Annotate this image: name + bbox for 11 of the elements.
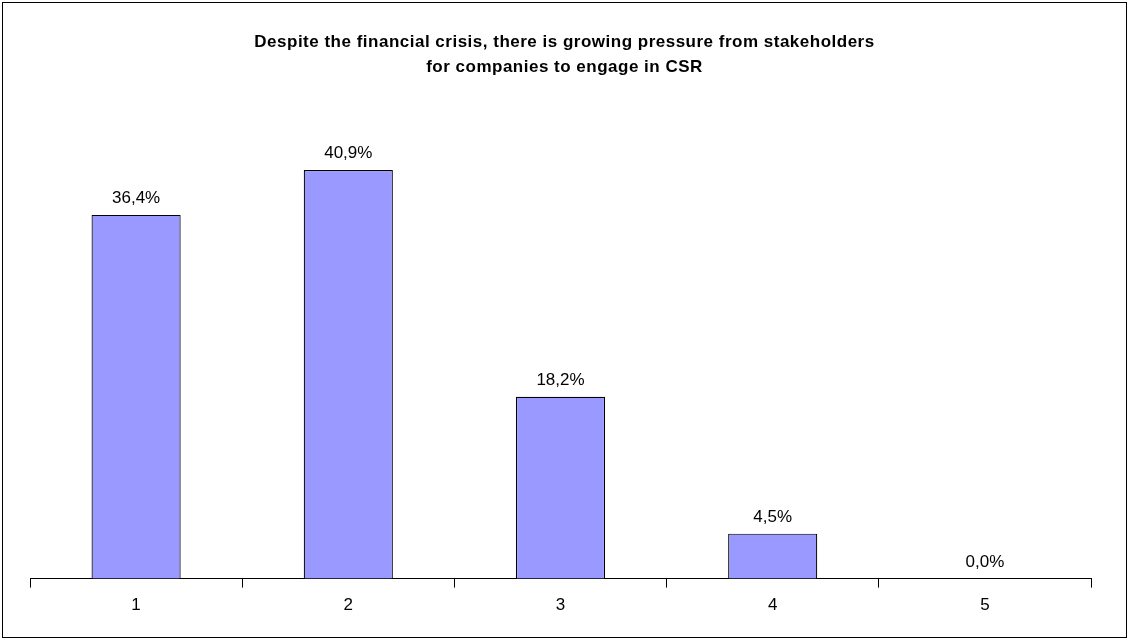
data-label: 36,4% (112, 188, 161, 208)
x-tick-label: 2 (343, 595, 354, 615)
chart-title: Despite the financial crisis, there is growing pressure from stakeholders for companies to engage in CSR (253, 31, 876, 78)
x-tick-label: 3 (555, 595, 566, 615)
data-label: 4,5% (753, 506, 793, 526)
data-label: 18,2% (536, 369, 585, 389)
x-tick-label: 1 (131, 595, 141, 615)
x-tick-label: 5 (980, 595, 990, 615)
x-tick-label: 4 (767, 595, 778, 615)
data-label: 40,9% (324, 143, 373, 163)
data-label: 0,0% (965, 551, 1005, 571)
